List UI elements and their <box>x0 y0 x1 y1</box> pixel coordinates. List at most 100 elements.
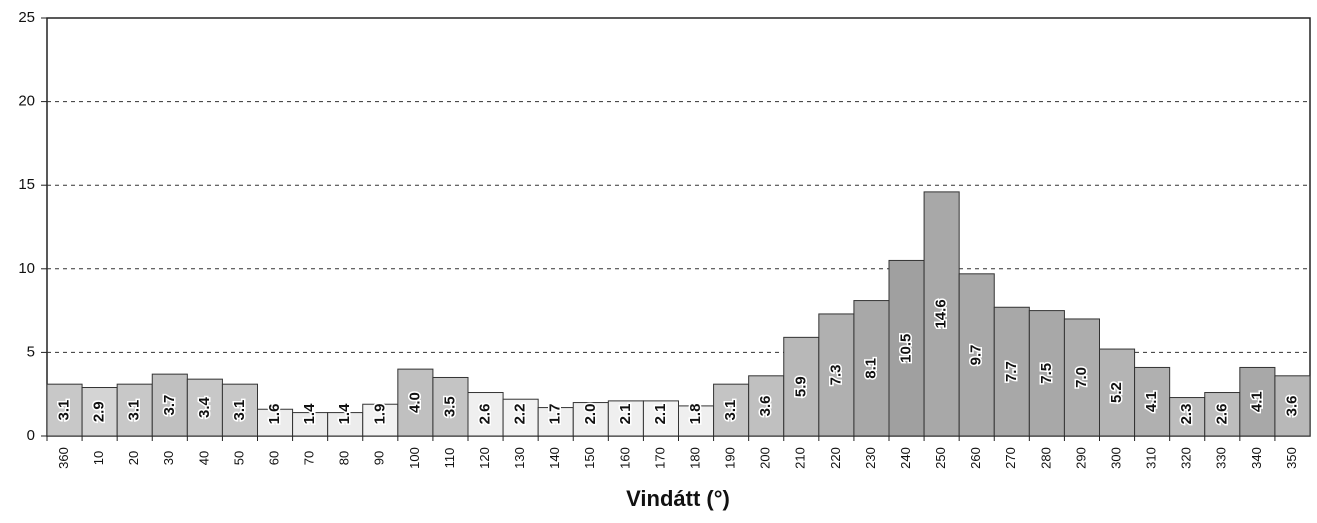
value-label: 1.9 <box>371 404 388 425</box>
value-label: 2.1 <box>652 404 669 425</box>
bar <box>572 402 609 437</box>
bar <box>1134 366 1171 437</box>
bar <box>958 273 995 437</box>
value-label: 8.1 <box>862 358 879 379</box>
x-tick-label: 80 <box>337 451 352 465</box>
value-label: 3.6 <box>1283 395 1300 416</box>
x-tick-label: 150 <box>582 447 597 469</box>
x-tick-label: 200 <box>758 447 773 469</box>
x-tick-label: 110 <box>442 448 457 469</box>
value-label: 3.1 <box>231 400 248 421</box>
x-tick-label: 120 <box>477 447 492 469</box>
bar <box>853 300 890 437</box>
bar <box>467 392 504 437</box>
x-tick-label: 290 <box>1073 447 1088 469</box>
value-label: 1.6 <box>266 404 283 425</box>
value-label: 5.2 <box>1108 382 1125 403</box>
x-tick-label: 180 <box>687 447 702 469</box>
bar <box>397 368 434 437</box>
value-label: 3.1 <box>126 400 143 421</box>
x-tick-label: 70 <box>302 451 317 465</box>
value-label: 7.0 <box>1073 367 1090 388</box>
bar <box>151 373 188 437</box>
value-label: 1.4 <box>301 403 318 425</box>
value-label: 2.6 <box>1213 404 1230 425</box>
x-tick-label: 250 <box>933 447 948 469</box>
value-label: 3.5 <box>441 396 458 417</box>
bar <box>783 336 820 437</box>
y-tick-label: 20 <box>18 93 35 110</box>
x-tick-label: 50 <box>231 451 246 465</box>
value-label: 10.5 <box>898 334 915 363</box>
x-tick-label: 130 <box>512 447 527 469</box>
bar <box>1099 348 1136 437</box>
x-tick-label: 20 <box>126 451 141 465</box>
y-tick-label: 25 <box>18 9 35 26</box>
x-tick-label: 40 <box>196 451 211 465</box>
bar <box>678 405 715 437</box>
x-tick-label: 360 <box>56 447 71 469</box>
x-tick-label: 90 <box>372 451 387 465</box>
value-label: 5.9 <box>792 376 809 397</box>
value-label: 2.3 <box>1178 404 1195 425</box>
bar <box>46 383 83 437</box>
value-label: 7.3 <box>827 365 844 386</box>
value-label: 2.0 <box>582 404 599 425</box>
value-label: 1.7 <box>547 404 564 425</box>
value-label: 1.4 <box>336 403 353 425</box>
x-tick-label: 30 <box>161 451 176 465</box>
x-tick-label: 100 <box>407 447 422 469</box>
x-tick-label: 280 <box>1038 447 1053 469</box>
x-tick-label: 270 <box>1003 447 1018 469</box>
y-tick-label: 15 <box>18 176 35 193</box>
bar <box>642 400 680 437</box>
x-tick-label: 140 <box>547 447 562 469</box>
bar <box>1274 375 1311 437</box>
y-tick-label: 5 <box>27 343 35 360</box>
x-tick-label: 340 <box>1249 447 1264 469</box>
bar <box>888 259 925 437</box>
value-label: 2.6 <box>477 404 494 425</box>
bar <box>993 306 1030 437</box>
bar <box>257 408 294 437</box>
x-tick-label: 310 <box>1144 447 1159 469</box>
x-tick-label: 350 <box>1284 447 1299 469</box>
value-label: 1.8 <box>687 404 704 425</box>
x-tick-label: 320 <box>1179 447 1194 469</box>
x-tick-label: 230 <box>863 447 878 469</box>
value-label: 14.6 <box>933 299 950 328</box>
value-label: 9.7 <box>968 344 985 365</box>
x-tick-label: 300 <box>1108 447 1123 469</box>
x-tick-label: 170 <box>652 447 667 469</box>
value-label: 7.7 <box>1003 361 1020 382</box>
value-label: 2.2 <box>512 404 529 425</box>
bar <box>1028 310 1065 437</box>
bar <box>502 398 539 437</box>
value-label: 3.6 <box>757 395 774 416</box>
value-label: 3.1 <box>722 400 739 421</box>
value-label: 3.4 <box>196 396 213 418</box>
x-tick-label: 240 <box>898 447 913 469</box>
value-label: 4.1 <box>1248 391 1265 412</box>
value-label: 3.7 <box>161 395 178 416</box>
x-tick-label: 260 <box>968 447 983 469</box>
x-tick-label: 210 <box>793 447 808 469</box>
value-label: 4.0 <box>406 392 423 413</box>
x-axis-label: Vindátt (°) <box>626 486 730 511</box>
bar <box>748 375 785 437</box>
value-label: 2.1 <box>617 404 634 425</box>
y-tick-label: 10 <box>18 260 35 277</box>
x-tick-label: 330 <box>1214 447 1229 469</box>
value-label: 7.5 <box>1038 363 1055 384</box>
x-tick-label: 190 <box>723 447 738 469</box>
value-label: 4.1 <box>1143 391 1160 412</box>
y-tick-label: 0 <box>27 427 35 444</box>
x-tick-label: 60 <box>266 451 281 465</box>
x-tick-label: 160 <box>617 447 632 469</box>
x-tick-label: 10 <box>91 451 106 465</box>
value-label: 3.1 <box>56 400 73 421</box>
value-label: 2.9 <box>91 401 108 422</box>
x-tick-label: 220 <box>828 447 843 469</box>
bar <box>1063 318 1100 437</box>
